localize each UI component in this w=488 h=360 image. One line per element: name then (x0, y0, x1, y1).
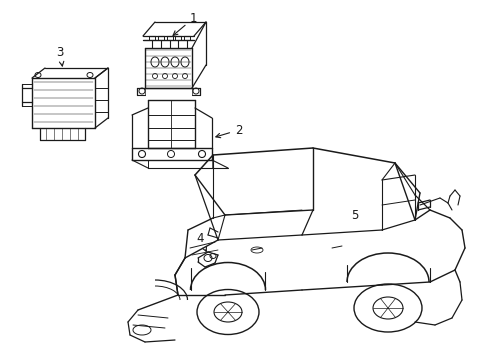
Text: 1: 1 (173, 12, 197, 35)
Text: 5: 5 (350, 208, 358, 221)
Text: 4: 4 (196, 231, 206, 251)
Text: 3: 3 (56, 45, 63, 66)
Text: 2: 2 (215, 123, 242, 138)
